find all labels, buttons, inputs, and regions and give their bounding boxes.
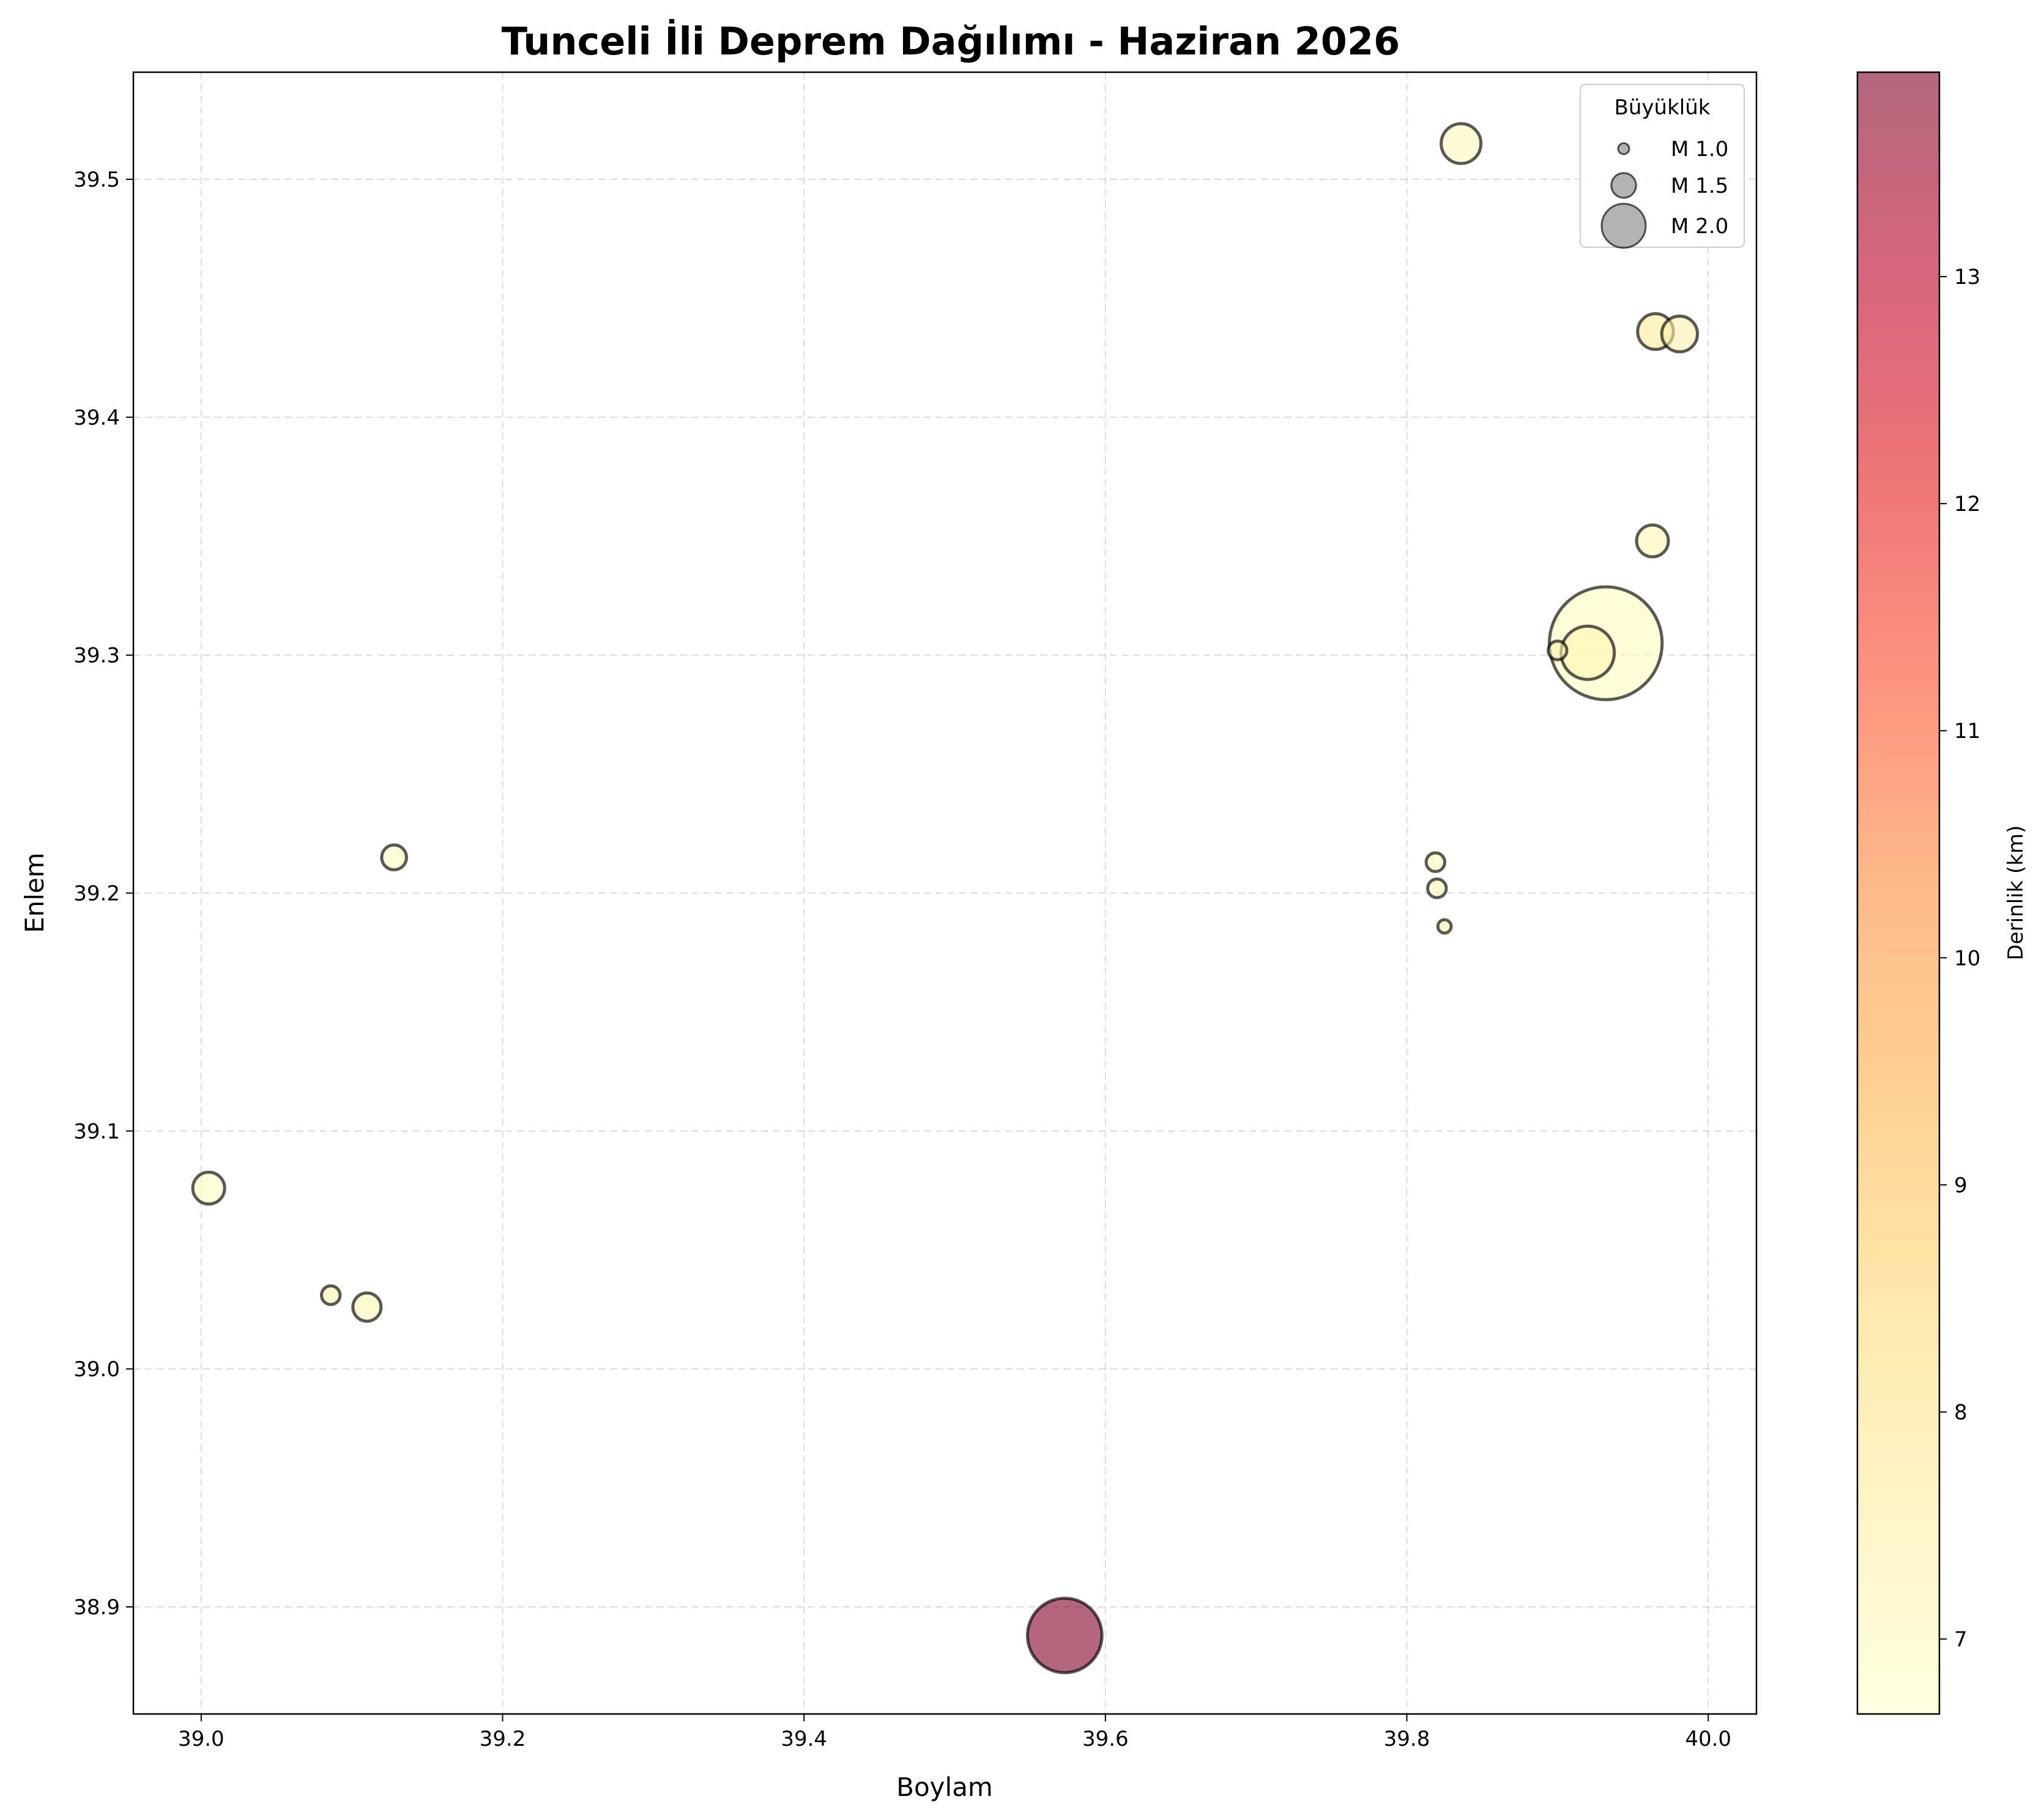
legend-label: M 2.0 — [1671, 214, 1728, 239]
y-tick-label: 39.4 — [73, 406, 120, 430]
x-axis-label: Boylam — [896, 1772, 993, 1802]
x-tick-label: 40.0 — [1685, 1727, 1731, 1751]
earthquake-point — [351, 1291, 383, 1323]
earthquake-point — [380, 843, 408, 871]
size-legend: Büyüklük M 1.0 M 1.5 M 2.0 — [1580, 84, 1745, 249]
earthquake-point — [1547, 639, 1569, 661]
x-tick-label: 39.0 — [178, 1727, 225, 1751]
colorbar-label: Derinlik (km) — [2004, 825, 2028, 961]
earthquake-point — [1436, 918, 1453, 935]
x-tick-label: 39.6 — [1082, 1727, 1129, 1751]
x-axis: 39.0 39.2 39.4 39.6 39.8 40.0 — [178, 1714, 1731, 1751]
colorbar: 7 8 9 10 11 12 13 Derinlik (km) — [1856, 71, 2028, 1715]
y-axis-label: Enlem — [20, 852, 50, 933]
earthquake-point — [1660, 315, 1700, 354]
legend-entries: M 1.0 M 1.5 M 2.0 — [1600, 137, 1728, 249]
points-layer — [191, 122, 1700, 1675]
colorbar-tick-label: 7 — [1954, 1628, 1968, 1652]
earthquake-point — [1426, 877, 1448, 900]
colorbar-fill — [1857, 72, 1939, 1714]
x-tick-label: 39.8 — [1384, 1727, 1430, 1751]
colorbar-frame — [1856, 71, 1941, 1715]
legend-label: M 1.5 — [1671, 174, 1728, 198]
x-tick-label: 39.2 — [480, 1727, 526, 1751]
earthquake-point — [319, 1284, 342, 1306]
y-tick-label: 38.9 — [73, 1595, 120, 1620]
colorbar-tick-label: 8 — [1954, 1400, 1968, 1425]
legend-label: M 1.0 — [1671, 137, 1728, 162]
y-tick-label: 39.5 — [73, 168, 120, 192]
earthquake-point — [191, 1171, 226, 1206]
x-tick-label: 39.4 — [781, 1727, 827, 1751]
colorbar-tick-label: 11 — [1954, 719, 1980, 743]
y-tick-label: 39.2 — [73, 882, 120, 906]
y-axis: 38.9 39.0 39.1 39.2 39.3 39.4 39.5 — [73, 168, 133, 1620]
colorbar-tick-label: 10 — [1954, 946, 1980, 970]
colorbar-ticks: 7 8 9 10 11 12 13 — [1939, 265, 1980, 1652]
plot-background — [133, 72, 1756, 1714]
grid-layer — [133, 72, 1756, 1714]
legend-marker — [1600, 203, 1647, 249]
legend-marker — [1617, 142, 1630, 155]
legend-title: Büyüklük — [1615, 95, 1711, 120]
earthquake-point — [1635, 523, 1670, 559]
y-tick-label: 39.1 — [73, 1119, 120, 1144]
y-tick-label: 39.3 — [73, 644, 120, 668]
earthquake-point — [1025, 1596, 1104, 1675]
colorbar-tick-label: 13 — [1954, 265, 1980, 289]
plot-area — [132, 71, 1758, 1715]
chart-title: Tunceli İli Deprem Dağılımı - Haziran 20… — [502, 19, 1400, 64]
y-tick-label: 39.0 — [73, 1357, 120, 1382]
legend-marker — [1610, 172, 1637, 199]
colorbar-tick-label: 12 — [1954, 492, 1980, 516]
colorbar-tick-label: 9 — [1954, 1173, 1968, 1198]
earthquake-point — [1440, 122, 1483, 165]
earthquake-point — [1559, 624, 1616, 681]
earthquake-point — [1424, 851, 1447, 873]
